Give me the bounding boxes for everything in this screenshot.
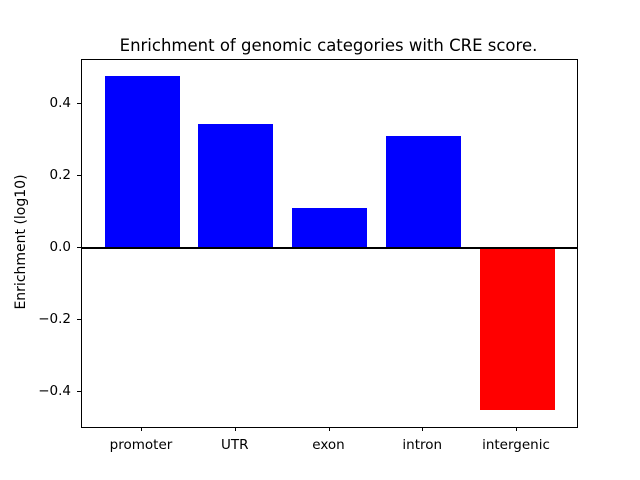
bar-promoter bbox=[104, 75, 180, 248]
y-tick-mark bbox=[77, 391, 81, 393]
chart-title: Enrichment of genomic categories with CR… bbox=[119, 36, 538, 55]
y-tick-mark bbox=[77, 246, 81, 248]
zero-line bbox=[82, 246, 577, 249]
y-tick-label: 0.4 bbox=[49, 94, 71, 111]
x-tick-mark bbox=[234, 427, 236, 431]
bar-UTR bbox=[198, 124, 274, 248]
y-tick-mark bbox=[77, 318, 81, 320]
x-tick-label-intergenic: intergenic bbox=[482, 437, 550, 453]
y-tick-label: −0.4 bbox=[38, 383, 71, 400]
y-tick-label: 0.2 bbox=[49, 166, 71, 183]
x-tick-label-promoter: promoter bbox=[109, 437, 173, 453]
y-tick-label: 0.0 bbox=[49, 238, 71, 255]
y-tick-mark bbox=[77, 174, 81, 176]
bar-intergenic bbox=[479, 247, 555, 410]
x-tick-mark bbox=[141, 427, 142, 431]
x-tick-label-UTR: UTR bbox=[220, 437, 249, 453]
x-tick-mark bbox=[422, 427, 424, 431]
bar-intron bbox=[385, 136, 461, 248]
x-tick-label-intron: intron bbox=[402, 437, 443, 453]
y-tick-label: −0.2 bbox=[38, 310, 71, 327]
x-tick-label-exon: exon bbox=[312, 437, 345, 453]
bar-exon bbox=[292, 207, 367, 248]
y-tick-mark bbox=[77, 102, 81, 104]
x-tick-mark bbox=[516, 427, 517, 431]
x-tick-mark bbox=[328, 427, 330, 431]
plot-area bbox=[81, 59, 578, 428]
